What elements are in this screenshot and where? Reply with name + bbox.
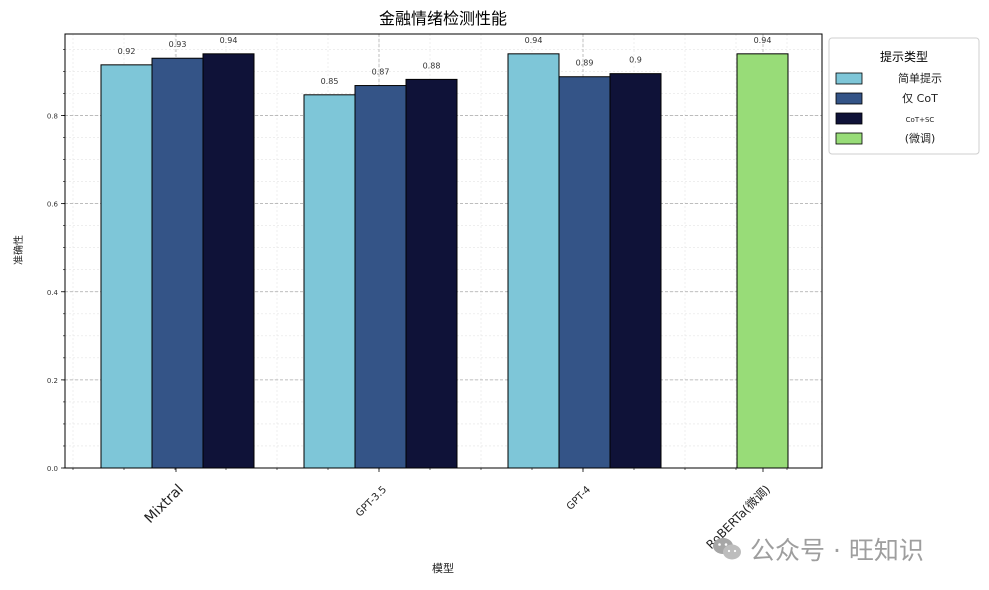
x-tick-label: Mixtral <box>142 482 187 527</box>
data-label: 0.93 <box>169 40 187 49</box>
bars <box>100 53 789 469</box>
bar <box>202 53 255 469</box>
y-axis: 0.0 0.2 0.4 0.6 0.8 <box>47 49 65 473</box>
legend-swatch <box>835 92 863 105</box>
data-label: 0.89 <box>576 59 594 68</box>
bar <box>507 53 560 469</box>
x-axis: Mixtral GPT-3.5 GPT-4 RoBERTa(微调) <box>72 468 788 552</box>
x-tick-label: GPT-4 <box>565 484 593 512</box>
legend-label: CoT+SC <box>906 116 935 124</box>
legend-box <box>828 37 980 155</box>
legend-label: 仅 CoT <box>902 92 938 105</box>
legend-label: (微调) <box>905 131 936 145</box>
y-axis-label: 准确性 <box>12 235 25 265</box>
bar <box>151 57 204 469</box>
bar <box>558 76 611 469</box>
legend-label: 简单提示 <box>898 71 942 85</box>
data-label: 0.87 <box>372 68 390 77</box>
bar <box>736 53 789 469</box>
data-label: 0.94 <box>754 36 772 45</box>
y-tick-label: 0.2 <box>47 377 58 385</box>
wechat-icon <box>712 536 742 562</box>
watermark-text: 公众号 · 旺知识 <box>750 536 924 565</box>
data-label: 0.88 <box>423 61 441 70</box>
legend-swatch <box>835 112 863 125</box>
data-label: 0.92 <box>118 47 136 56</box>
data-label: 0.94 <box>525 36 543 45</box>
plot-frame <box>64 33 823 469</box>
bar <box>405 78 458 469</box>
bar <box>303 94 356 469</box>
y-tick-label: 0.8 <box>47 113 58 121</box>
bar <box>354 85 407 469</box>
bar <box>609 73 662 469</box>
data-label: 0.85 <box>321 77 339 86</box>
x-tick-label: GPT-3.5 <box>354 484 389 519</box>
y-tick-label: 0.6 <box>47 201 59 209</box>
watermark: 公众号 · 旺知识 <box>712 531 924 567</box>
x-axis-label: 模型 <box>432 561 454 575</box>
data-labels: 0.92 0.85 0.94 0.93 0.87 0.89 0.94 0.88 0.9 0.94 <box>118 36 772 86</box>
legend-title: 提示类型 <box>880 49 928 64</box>
data-label: 0.9 <box>629 56 642 65</box>
legend-swatch <box>835 72 863 85</box>
legend-swatch <box>835 132 863 145</box>
y-tick-label: 0.4 <box>47 289 59 297</box>
chart-title: 金融情绪检测性能 <box>379 9 507 28</box>
data-label: 0.94 <box>220 36 238 45</box>
bar <box>100 64 153 469</box>
y-tick-label: 0.0 <box>47 465 58 473</box>
